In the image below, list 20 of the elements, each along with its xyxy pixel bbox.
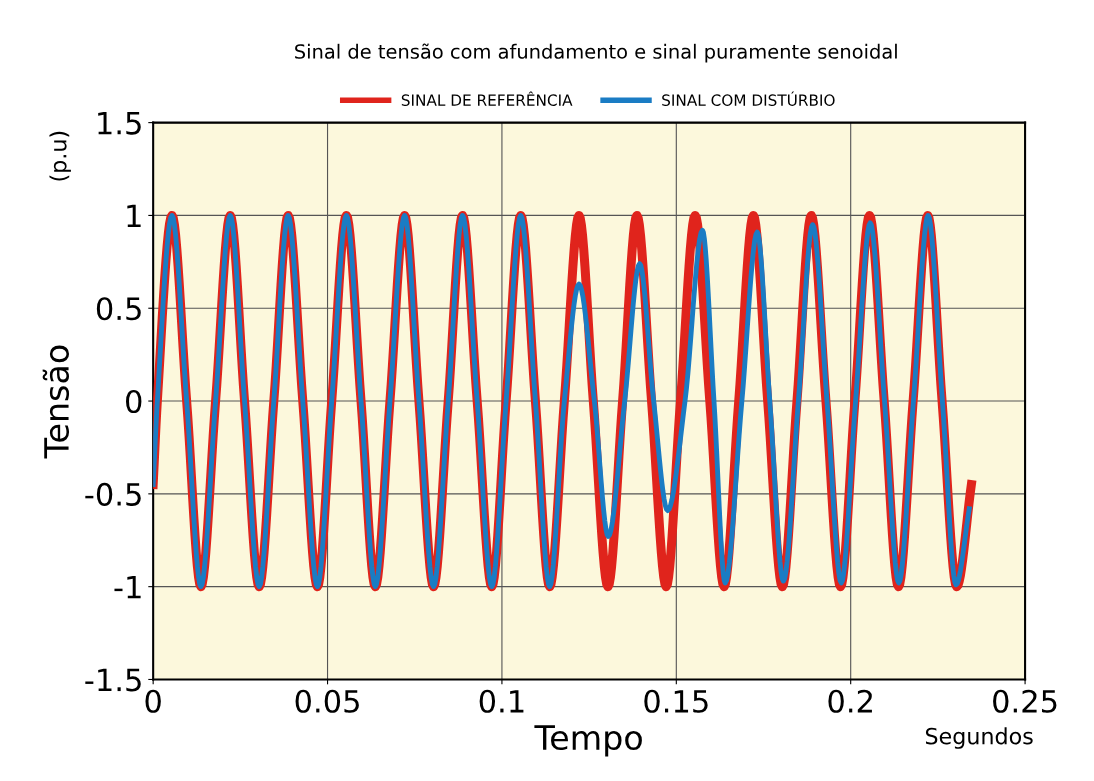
x-tick-label: 0.15 xyxy=(644,689,708,713)
x-tick-label: 0 xyxy=(145,689,161,713)
text: (p.u) xyxy=(49,131,71,181)
y-tick-label: 1.5 xyxy=(98,111,141,135)
y-tick-label: 1 xyxy=(127,204,141,228)
x-axis-title: Tempo xyxy=(534,725,642,757)
chart-title: Sinal de tensão com afundamento e sinal puramente senoidal xyxy=(295,43,897,63)
text: Segundos xyxy=(925,727,1033,749)
y-tick-label: 0.5 xyxy=(96,297,141,321)
y-axis-title: Tensão xyxy=(42,345,70,459)
x-tick-label: 0.1 xyxy=(479,689,524,713)
y-tick-label: 0 xyxy=(126,389,142,414)
x-tick-label: 0.2 xyxy=(828,689,872,713)
y-tick-label: -1.5 xyxy=(85,668,141,692)
y-tick-label: -1 xyxy=(114,575,141,599)
legend-label: SINAL COM DISTÚRBIO xyxy=(662,91,835,106)
y-tick-label: -0.5 xyxy=(85,482,141,506)
x-tick-label: 0.25 xyxy=(993,689,1057,713)
legend-label: SINAL DE REFERÊNCIA xyxy=(401,91,573,106)
x-tick-label: 0.05 xyxy=(295,689,359,713)
